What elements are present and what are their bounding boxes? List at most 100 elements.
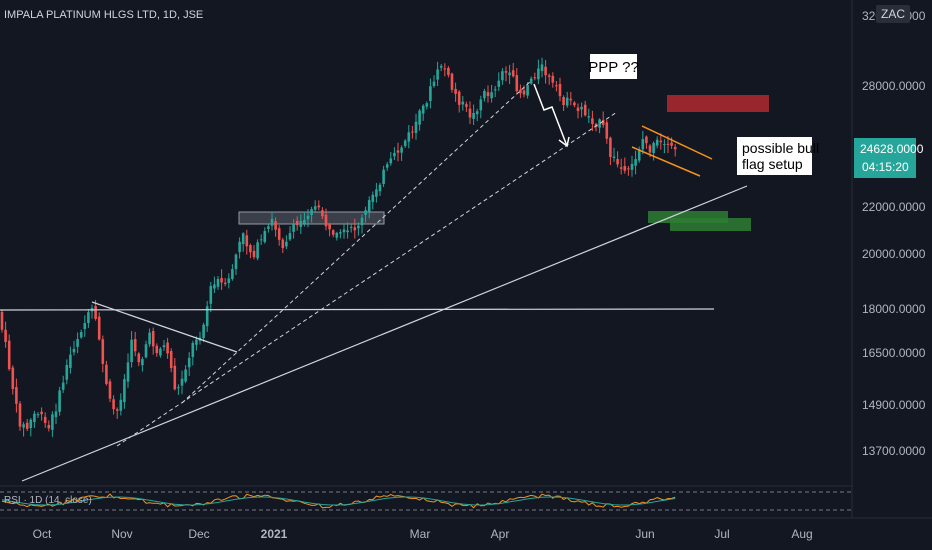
candle-body <box>472 112 475 119</box>
candle-body <box>159 348 162 356</box>
candle-body <box>54 411 58 418</box>
bar-countdown: 04:15:20 <box>862 160 909 174</box>
price-tick-label: 20000.0000 <box>862 247 926 261</box>
candle-body <box>58 390 61 412</box>
candle-body <box>79 331 83 338</box>
rsi-ma-line <box>1 496 676 506</box>
candle-body <box>375 189 378 197</box>
candle-body <box>454 88 457 94</box>
candle-body <box>259 239 263 241</box>
candle-body <box>641 139 645 150</box>
support-zone-lower <box>670 218 751 231</box>
candle-body <box>573 102 576 106</box>
ppp-note[interactable]: PPP ?? <box>588 54 639 79</box>
candle-body <box>616 159 619 165</box>
candle-body <box>133 339 137 352</box>
candle-body <box>72 348 76 353</box>
candle-body <box>292 223 295 232</box>
candle-body <box>421 105 425 114</box>
candle-body <box>61 382 65 390</box>
projection-arrow-head <box>558 136 570 148</box>
currency-badge[interactable]: ZAC <box>876 5 910 23</box>
candle-body <box>450 73 454 90</box>
candle-body <box>277 228 281 240</box>
candle-body <box>281 239 285 249</box>
candle-body <box>270 218 274 226</box>
candle-body <box>558 83 562 97</box>
candle-body <box>18 403 22 427</box>
candle-body <box>295 220 299 226</box>
candle-body <box>76 339 79 347</box>
long-trendline <box>21 185 748 482</box>
candle-body <box>101 339 105 364</box>
candle-body <box>544 66 547 76</box>
price-tick-label: 28000.0000 <box>862 79 926 93</box>
candle-body <box>151 330 155 347</box>
candle-body <box>652 142 655 153</box>
candle-body <box>108 381 112 399</box>
resistance-zone <box>667 95 769 112</box>
candle-body <box>666 143 670 145</box>
candle-body <box>187 357 191 368</box>
candle-body <box>367 200 371 212</box>
candle-body <box>169 351 173 369</box>
candle-body <box>515 75 519 92</box>
candle-body <box>619 167 623 169</box>
candles-layer <box>0 57 677 437</box>
candle-body <box>177 387 180 389</box>
candle-body <box>479 99 483 111</box>
bull-flag-note-line1: possible bull <box>742 140 819 156</box>
candle-body <box>371 194 375 202</box>
candle-body <box>288 233 292 240</box>
candle-body <box>623 166 627 171</box>
candle-body <box>576 107 580 112</box>
candle-body <box>486 92 490 97</box>
candle-body <box>493 89 497 91</box>
candle-body <box>25 422 29 429</box>
candle-body <box>396 150 400 153</box>
candle-body <box>555 85 558 87</box>
candle-body <box>51 414 54 430</box>
price-tick-label: 22000.0000 <box>862 200 926 214</box>
dashed-trendline-upper <box>181 79 533 404</box>
candle-body <box>249 245 252 253</box>
time-tick-label: Dec <box>188 527 209 541</box>
candle-body <box>324 214 328 227</box>
candle-body <box>166 342 169 354</box>
ppp-note-text: PPP ?? <box>588 59 639 76</box>
candle-body <box>69 354 72 368</box>
candle-body <box>0 311 4 330</box>
candle-body <box>511 70 515 77</box>
candle-body <box>529 78 533 84</box>
candle-body <box>346 230 349 233</box>
price-tick-label: 13700.0000 <box>862 444 926 458</box>
candle-body <box>220 278 223 283</box>
candle-body <box>115 409 119 411</box>
bull-flag-note-line2: flag setup <box>742 156 803 172</box>
currency-badge-text: ZAC <box>881 7 905 21</box>
candle-body <box>148 332 151 345</box>
candle-body <box>400 147 403 153</box>
candle-body <box>335 232 339 238</box>
candle-body <box>130 339 133 363</box>
candle-body <box>429 86 432 101</box>
candle-body <box>609 137 612 157</box>
candle-body <box>83 323 87 330</box>
candle-body <box>612 156 616 158</box>
candle-body <box>591 118 594 124</box>
candle-body <box>490 92 493 99</box>
candle-body <box>47 424 51 429</box>
candle-body <box>425 103 429 107</box>
candle-body <box>360 217 364 226</box>
candle-body <box>648 145 652 153</box>
candle-body <box>382 169 385 184</box>
candle-body <box>475 111 479 115</box>
candle-body <box>519 89 522 94</box>
candle-body <box>33 413 36 423</box>
time-tick-label: Nov <box>111 527 132 541</box>
dashed-trendline-lower <box>116 111 618 447</box>
candle-body <box>162 345 166 348</box>
bull-flag-note[interactable]: possible bull flag setup <box>737 137 819 175</box>
candle-body <box>483 90 486 99</box>
